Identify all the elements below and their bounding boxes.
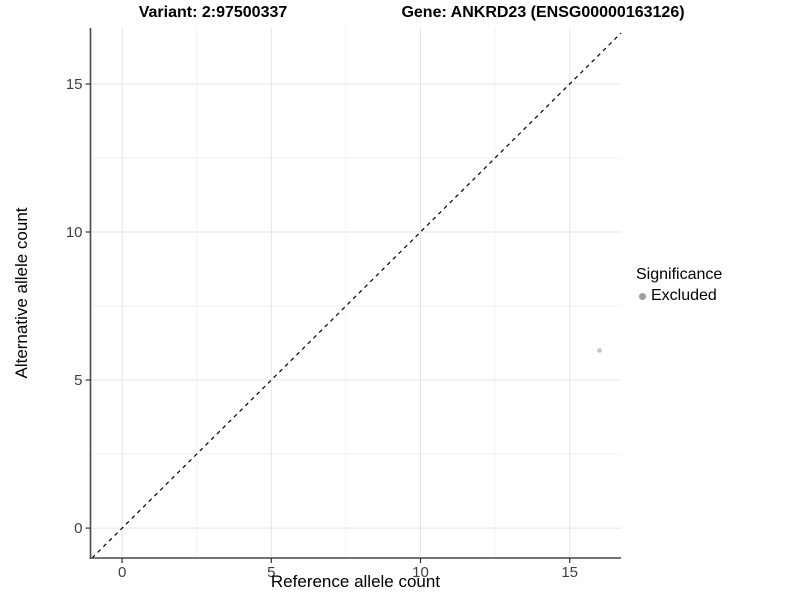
x-tick-label: 15 (561, 564, 578, 581)
legend: Significance Excluded (636, 266, 722, 305)
y-axis-label: Alternative allele count (12, 207, 31, 379)
x-tick-label: 5 (267, 564, 275, 581)
data-point (597, 348, 602, 353)
x-axis-label: Reference allele count (270, 572, 441, 591)
legend-point-icon (639, 292, 646, 300)
y-tick-label: 0 (74, 520, 82, 537)
legend-item-excluded: Excluded (639, 287, 722, 305)
y-tick-label: 10 (66, 224, 83, 241)
legend-title: Significance (636, 266, 723, 283)
x-tick-label: 10 (412, 564, 429, 581)
x-tick-label: 0 (118, 564, 126, 581)
plot-title-variant: Variant: 2:97500337 (138, 4, 288, 21)
y-tick-label: 15 (66, 76, 83, 93)
plot-title-gene: Gene: ANKRD23 (ENSG00000163126) (401, 4, 685, 21)
identity-line (91, 32, 622, 559)
y-tick-label: 5 (74, 372, 82, 389)
legend-item-label: Excluded (651, 287, 717, 304)
